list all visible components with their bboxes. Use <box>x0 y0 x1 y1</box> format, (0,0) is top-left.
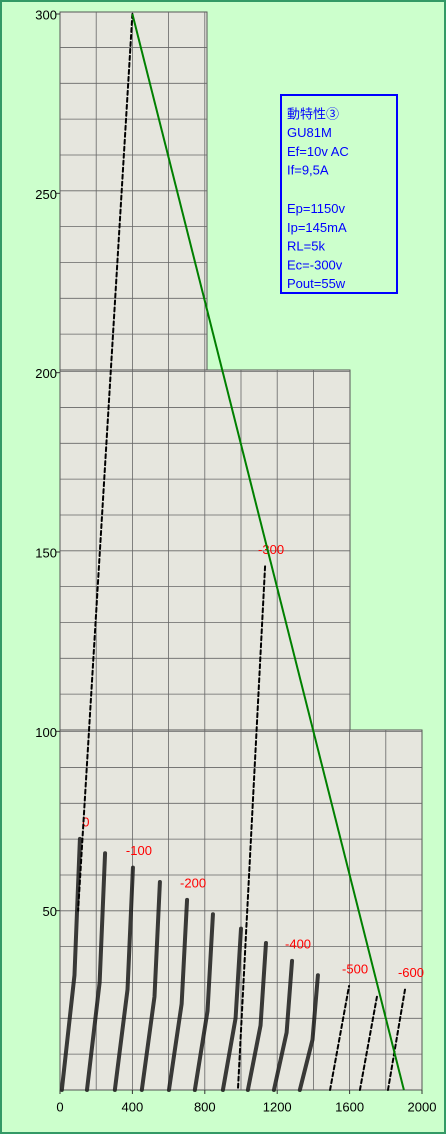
plate-curve <box>220 926 243 1092</box>
info-text: GU81M <box>287 125 332 140</box>
plate-curve <box>59 836 82 1092</box>
load-line <box>131 13 405 1091</box>
plate-curve <box>139 879 162 1092</box>
info-text: Ip=145mA <box>287 220 347 235</box>
x-tick-label: 800 <box>194 1099 216 1114</box>
curve-label: 0 <box>82 814 89 829</box>
x-tick-label: 400 <box>122 1099 144 1114</box>
plot: 0 -100 -200 -400 -300 -500 -600 <box>59 13 424 1092</box>
y-tick-label: 200 <box>35 366 57 381</box>
curve-label: -100 <box>126 843 152 858</box>
plate-curve <box>271 958 295 1092</box>
curve-label: -200 <box>180 875 206 890</box>
dashed-curve <box>358 995 378 1091</box>
plate-curve <box>245 940 268 1092</box>
info-text: Pout=55w <box>287 276 346 291</box>
plate-curve <box>297 973 320 1092</box>
plate-curve <box>166 897 190 1092</box>
curve-label: -400 <box>285 936 311 951</box>
curve-label: -300 <box>258 542 284 557</box>
info-text: Ep=1150v <box>287 201 345 216</box>
info-text: Ef=10v AC <box>287 144 349 159</box>
plate-curve <box>192 912 215 1092</box>
info-text: RL=5k <box>287 239 325 254</box>
y-tick-label: 50 <box>43 904 57 919</box>
plate-curve <box>84 851 108 1092</box>
info-box <box>280 94 398 294</box>
x-tick-label: 1200 <box>263 1099 292 1114</box>
x-tick-label: 2000 <box>408 1099 437 1114</box>
plate-curve <box>112 865 135 1092</box>
y-tick-label: 300 <box>35 7 57 22</box>
info-text: Ec=-300v <box>287 257 343 272</box>
y-tick-label: 250 <box>35 187 57 202</box>
dashed-curve <box>77 13 134 912</box>
dashed-curve <box>386 988 406 1091</box>
dashed-curve <box>329 984 351 1091</box>
x-tick-label: 1600 <box>335 1099 364 1114</box>
x-tick-label: 0 <box>56 1099 63 1114</box>
y-tick-label: 150 <box>35 545 57 560</box>
info-text: 動特性③ <box>287 106 339 121</box>
curve-label: -600 <box>398 965 424 980</box>
y-tick-label: 100 <box>35 725 57 740</box>
info-text: If=9,5A <box>287 163 329 178</box>
curve-label: -500 <box>342 961 368 976</box>
dashed-curve <box>236 565 267 1091</box>
